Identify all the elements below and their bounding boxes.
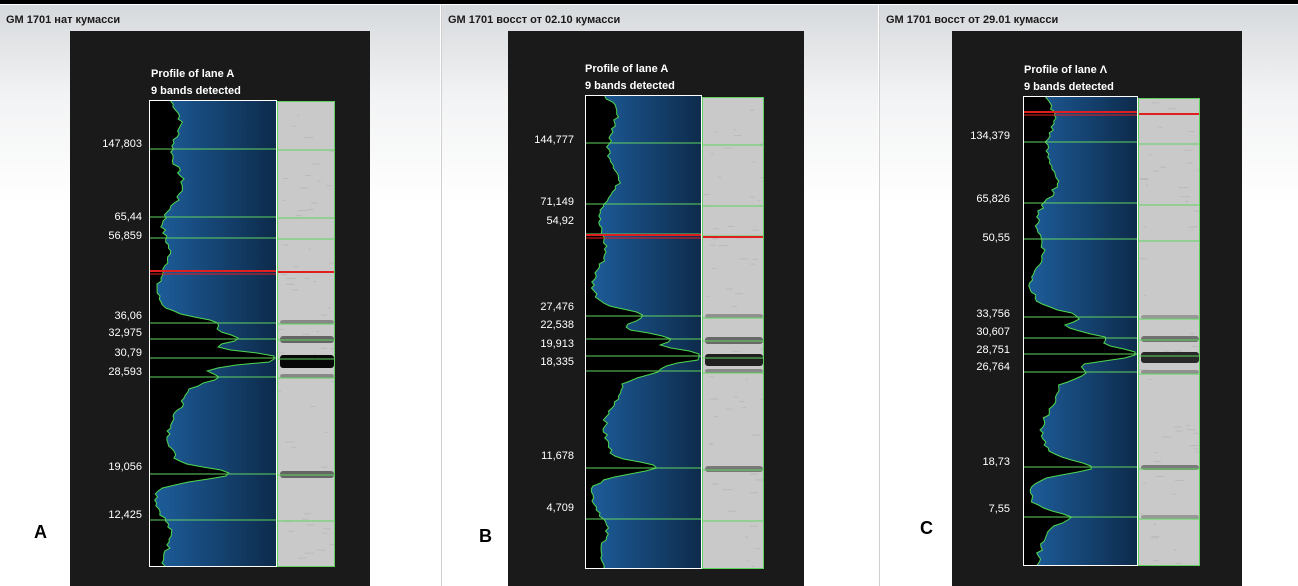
- mw-label: 30,79: [114, 347, 142, 359]
- mw-label: 56,859: [108, 230, 142, 242]
- mw-label: 22,538: [540, 319, 574, 331]
- mw-label: 71,149: [540, 196, 574, 208]
- lane-profile-plot: [149, 100, 277, 567]
- mw-label: 28,751: [976, 344, 1010, 356]
- panel-title: GM 1701 восст от 29.01 кумасси: [886, 14, 1059, 26]
- lane-title: Profile of lane A: [151, 68, 235, 80]
- gel-panel-c: GM 1701 восст от 29.01 кумасси Profile o…: [880, 5, 1298, 586]
- mw-label: 7,55: [988, 503, 1010, 515]
- mw-label: 65,826: [976, 193, 1010, 205]
- mw-label: 19,913: [540, 338, 574, 350]
- gel-panel-b: GM 1701 восст от 02.10 кумасси Profile o…: [442, 5, 878, 586]
- mw-label: 65,44: [114, 211, 142, 223]
- mw-label: 18,335: [540, 356, 574, 368]
- mw-label: 36,06: [114, 310, 142, 322]
- lane-profile-plot: [1023, 96, 1138, 566]
- mw-label: 147,803: [102, 138, 142, 150]
- gel-lane-image: [702, 97, 764, 569]
- mw-label: 11,678: [541, 450, 574, 462]
- lane-profile-plot: [585, 95, 702, 569]
- mw-label: 54,92: [546, 215, 574, 227]
- lane-title: Profile of lane A: [585, 63, 669, 75]
- bands-detected-text: 9 bands detected: [151, 85, 241, 97]
- panel-letter: C: [920, 518, 933, 538]
- panel-letter: B: [479, 526, 492, 546]
- gel-lane-image: [1138, 98, 1200, 566]
- mw-label: 32,975: [108, 327, 142, 339]
- mw-label: 18,73: [982, 456, 1010, 468]
- mw-label: 144,777: [534, 134, 574, 146]
- panel-divider: [879, 5, 880, 586]
- mw-label: 26,764: [976, 361, 1010, 373]
- lane-title: Profile of lane Λ: [1024, 64, 1108, 76]
- mw-label: 30,607: [976, 326, 1010, 338]
- mw-label: 134,379: [970, 130, 1010, 142]
- mw-label: 27,476: [540, 301, 574, 313]
- gel-panel-a: GM 1701 нат кумасси Profile of lane A 9 …: [0, 5, 440, 586]
- mw-label: 50,55: [982, 232, 1010, 244]
- gel-lane-image: [277, 101, 335, 567]
- mw-label: 33,756: [976, 308, 1010, 320]
- panel-divider: [441, 5, 442, 586]
- panel-title: GM 1701 нат кумасси: [6, 14, 121, 26]
- mw-label: 19,056: [108, 461, 142, 473]
- bands-detected-text: 9 bands detected: [585, 80, 675, 92]
- mw-label: 12,425: [108, 509, 142, 521]
- panel-title: GM 1701 восст от 02.10 кумасси: [448, 14, 621, 26]
- mw-label: 28,593: [108, 366, 142, 378]
- bands-detected-text: 9 bands detected: [1024, 81, 1114, 93]
- top-border: [0, 0, 1298, 4]
- panel-letter: A: [34, 522, 47, 542]
- mw-label: 4,709: [546, 502, 574, 514]
